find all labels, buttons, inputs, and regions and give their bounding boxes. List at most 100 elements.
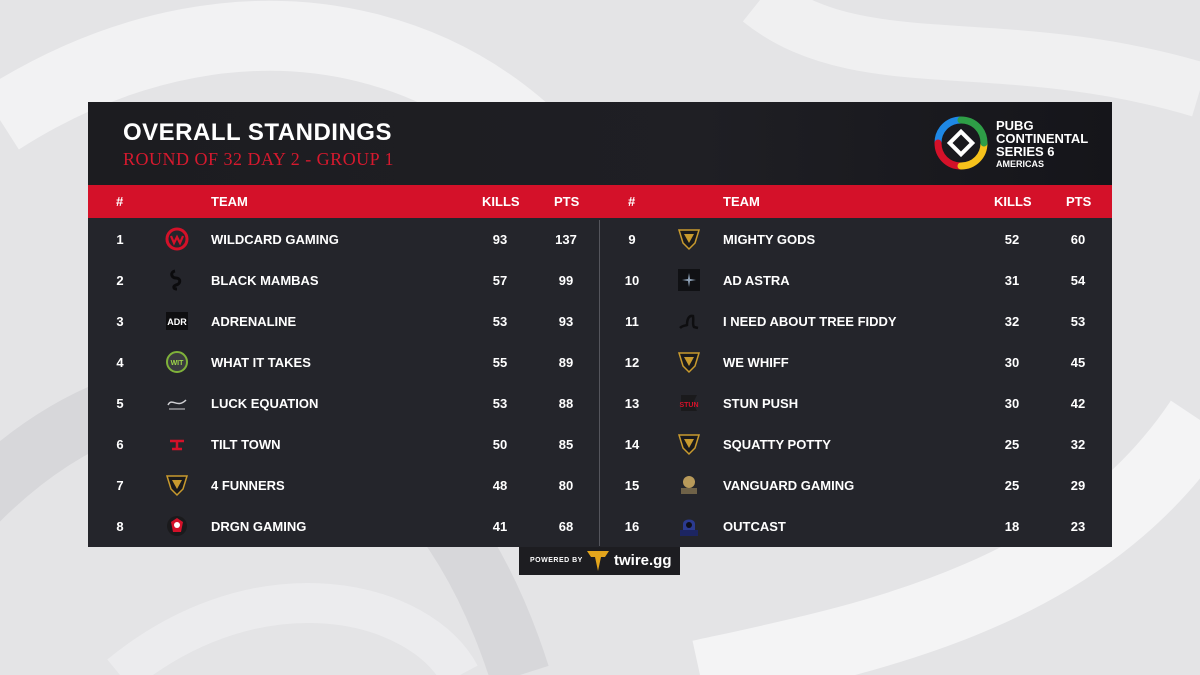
- standings-row: 8 DRGN GAMING 41 68: [88, 506, 600, 546]
- col-kills-right: KILLS: [994, 194, 1032, 209]
- tilt-town-logo-icon: [165, 432, 189, 456]
- standings-row: 14 SQUATTY POTTY 25 32: [600, 424, 1112, 464]
- pcs-brand-text: PUBG CONTINENTAL SERIES 6 AMERICAS: [996, 119, 1088, 171]
- luck-equation-logo-icon: [165, 391, 189, 415]
- team-kills: 93: [492, 232, 508, 247]
- team-name: TILT TOWN: [211, 437, 281, 452]
- team-kills: 50: [492, 437, 508, 452]
- team-name: ADRENALINE: [211, 314, 297, 329]
- team-name: OUTCAST: [723, 519, 786, 534]
- team-rank: 9: [628, 232, 636, 247]
- outcast-logo-icon: [677, 514, 701, 538]
- team-kills: 52: [1004, 232, 1020, 247]
- team-rank: 2: [116, 273, 124, 288]
- brand-line-3: SERIES 6: [996, 144, 1055, 159]
- team-name: WILDCARD GAMING: [211, 232, 339, 247]
- team-rank: 16: [624, 519, 640, 534]
- team-kills: 18: [1004, 519, 1020, 534]
- standings-row: 2 BLACK MAMBAS 57 99: [88, 260, 600, 300]
- drgn-logo-icon: [165, 514, 189, 538]
- team-kills: 41: [492, 519, 508, 534]
- svg-text:STUN: STUN: [679, 402, 698, 409]
- team-rank: 12: [624, 355, 640, 370]
- col-kills-left: KILLS: [482, 194, 520, 209]
- team-kills: 25: [1004, 437, 1020, 452]
- standings-panel: OVERALL STANDINGS ROUND OF 32 DAY 2 - GR…: [88, 102, 1112, 547]
- team-kills: 53: [492, 396, 508, 411]
- team-rank: 6: [116, 437, 124, 452]
- standings-row: 5 LUCK EQUATION 53 88: [88, 383, 600, 423]
- standings-row: 13 STUN STUN PUSH 30 42: [600, 383, 1112, 423]
- team-rank: 8: [116, 519, 124, 534]
- pcs-logo-icon: [934, 116, 988, 170]
- page-title: OVERALL STANDINGS: [123, 119, 392, 146]
- team-name: AD ASTRA: [723, 273, 790, 288]
- wildcard-logo-icon: [165, 227, 189, 251]
- ad-astra-logo-icon: [677, 268, 701, 292]
- column-divider: [599, 220, 600, 546]
- vanguard-logo-icon: [677, 473, 701, 497]
- col-rank-right: #: [628, 194, 636, 209]
- default-shield-icon: [677, 432, 701, 456]
- standings-row: 7 4 FUNNERS 48 80: [88, 465, 600, 505]
- team-name: WHAT IT TAKES: [211, 355, 311, 370]
- team-points: 23: [1070, 519, 1086, 534]
- standings-row: 12 WE WHIFF 30 45: [600, 342, 1112, 382]
- col-rank-left: #: [116, 194, 124, 209]
- standings-row: 9 MIGHTY GODS 52 60: [600, 219, 1112, 259]
- team-kills: 32: [1004, 314, 1020, 329]
- team-points: 68: [558, 519, 574, 534]
- twire-brand-text: twire.gg: [614, 552, 672, 569]
- column-header-bar: # TEAM KILLS PTS # TEAM KILLS PTS: [88, 185, 1112, 218]
- standings-row: 4 WIT WHAT IT TAKES 55 89: [88, 342, 600, 382]
- team-kills: 57: [492, 273, 508, 288]
- team-kills: 48: [492, 478, 508, 493]
- panel-header: OVERALL STANDINGS ROUND OF 32 DAY 2 - GR…: [88, 102, 1112, 185]
- team-rank: 13: [624, 396, 640, 411]
- standings-row: 11 I NEED ABOUT TREE FIDDY 32 53: [600, 301, 1112, 341]
- team-points: 137: [555, 232, 577, 247]
- team-rank: 10: [624, 273, 640, 288]
- team-name: STUN PUSH: [723, 396, 799, 411]
- team-kills: 55: [492, 355, 508, 370]
- team-name: MIGHTY GODS: [723, 232, 816, 247]
- team-name: I NEED ABOUT TREE FIDDY: [723, 314, 897, 329]
- brand-line-4: AMERICAS: [996, 159, 1045, 169]
- black-mambas-logo-icon: [165, 268, 189, 292]
- team-rank: 4: [116, 355, 124, 370]
- team-kills: 30: [1004, 396, 1020, 411]
- standings-row: 1 WILDCARD GAMING 93 137: [88, 219, 600, 259]
- team-kills: 25: [1004, 478, 1020, 493]
- team-points: 99: [558, 273, 574, 288]
- team-kills: 53: [492, 314, 508, 329]
- svg-text:WIT: WIT: [171, 360, 185, 367]
- team-name: DRGN GAMING: [211, 519, 307, 534]
- team-points: 54: [1070, 273, 1086, 288]
- col-team-right: TEAM: [723, 194, 760, 209]
- team-rank: 7: [116, 478, 124, 493]
- team-points: 32: [1070, 437, 1086, 452]
- team-name: WE WHIFF: [723, 355, 789, 370]
- team-kills: 31: [1004, 273, 1020, 288]
- team-points: 42: [1070, 396, 1086, 411]
- team-rank: 5: [116, 396, 124, 411]
- team-points: 89: [558, 355, 574, 370]
- team-name: VANGUARD GAMING: [723, 478, 855, 493]
- team-points: 85: [558, 437, 574, 452]
- powered-by-label: POWERED BY: [530, 557, 583, 564]
- team-points: 29: [1070, 478, 1086, 493]
- brand-line-1: PUBG: [996, 118, 1034, 133]
- team-points: 60: [1070, 232, 1086, 247]
- team-rank: 14: [624, 437, 640, 452]
- page-subtitle: ROUND OF 32 DAY 2 - GROUP 1: [123, 149, 395, 169]
- tree-fiddy-logo-icon: [677, 309, 701, 333]
- team-points: 80: [558, 478, 574, 493]
- stun-push-logo-icon: STUN: [677, 391, 701, 415]
- what-it-takes-logo-icon: WIT: [165, 350, 189, 374]
- team-points: 53: [1070, 314, 1086, 329]
- team-rank: 11: [625, 314, 639, 329]
- team-name: BLACK MAMBAS: [211, 273, 319, 288]
- team-points: 45: [1070, 355, 1086, 370]
- standings-row: 15 VANGUARD GAMING 25 29: [600, 465, 1112, 505]
- col-pts-right: PTS: [1066, 194, 1092, 209]
